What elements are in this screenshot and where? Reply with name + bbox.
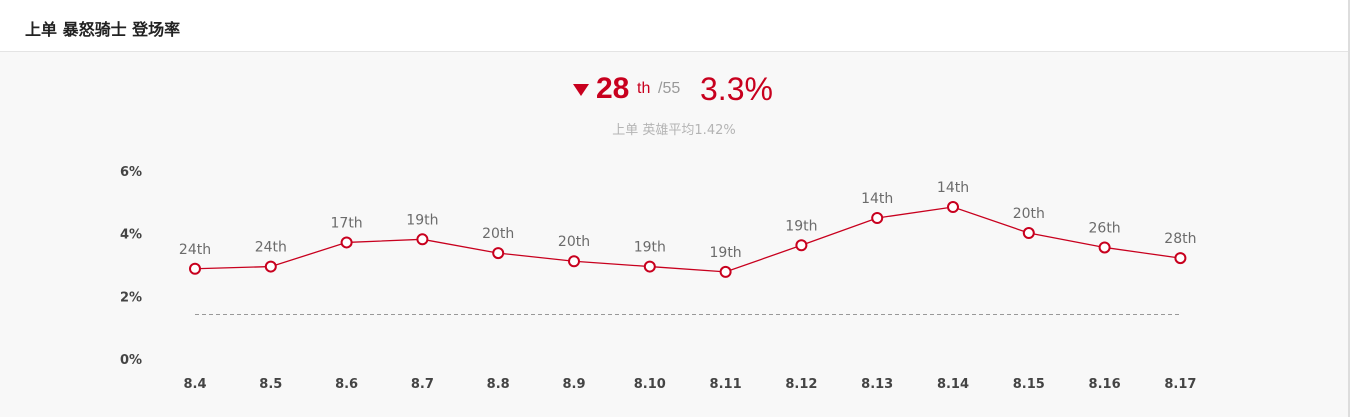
x-tick-label: 8.5: [259, 377, 282, 392]
x-tick-label: 8.13: [861, 377, 893, 392]
data-point: [871, 212, 884, 224]
data-label: 19th: [406, 212, 438, 228]
x-tick-label: 8.14: [937, 377, 969, 392]
x-tick-label: 8.15: [1013, 377, 1045, 392]
data-label: 28th: [1164, 231, 1196, 247]
data-point: [340, 236, 353, 249]
y-tick-label: 0%: [120, 353, 142, 368]
data-label: 26th: [1089, 220, 1121, 236]
data-label: 24th: [255, 240, 287, 256]
chart-panel: [0, 52, 1348, 417]
data-label: 17th: [331, 215, 363, 231]
data-point: [568, 255, 580, 268]
rank-total: /55: [658, 80, 681, 97]
y-tick-label: 6%: [120, 165, 142, 180]
series-line: [194, 206, 1181, 273]
x-tick-label: 8.12: [785, 377, 817, 392]
data-label: 14th: [937, 180, 969, 196]
header-bar: 上单 暴怒骑士 登场率: [0, 0, 1348, 52]
data-point: [416, 233, 429, 246]
data-label: 20th: [482, 226, 514, 242]
rank-value: 28: [596, 72, 630, 105]
x-tick-label: 8.7: [411, 377, 434, 392]
pick-rate-value: 3.3%: [700, 71, 773, 107]
data-point: [795, 239, 808, 252]
trend-down-icon: [573, 84, 589, 96]
page-title: 上单 暴怒骑士 登场率: [25, 20, 181, 39]
data-point: [1098, 241, 1111, 254]
data-label: 20th: [1013, 206, 1045, 222]
x-tick-label: 8.4: [183, 377, 206, 392]
data-point: [189, 262, 201, 275]
x-tick-label: 8.9: [562, 377, 585, 392]
data-label: 19th: [785, 218, 817, 234]
average-label: 上单 英雄平均1.42%: [612, 123, 736, 138]
rank-suffix: th: [637, 80, 651, 97]
x-tick-label: 8.6: [335, 377, 358, 392]
panel-border: [1348, 0, 1350, 417]
y-tick-label: 4%: [120, 228, 142, 243]
x-tick-label: 8.10: [634, 377, 666, 392]
data-point: [719, 265, 732, 278]
data-label: 19th: [634, 240, 666, 256]
data-label: 19th: [710, 245, 742, 261]
data-point: [264, 260, 277, 273]
data-point: [643, 260, 656, 273]
data-label: 14th: [861, 191, 893, 207]
x-tick-label: 8.8: [487, 377, 510, 392]
y-tick-label: 2%: [120, 290, 142, 305]
data-point: [947, 201, 959, 214]
data-point: [1022, 227, 1035, 240]
data-label: 20th: [558, 234, 590, 250]
x-tick-label: 8.11: [710, 377, 742, 392]
data-label: 24th: [179, 242, 211, 258]
x-tick-label: 8.17: [1164, 377, 1196, 392]
x-tick-label: 8.16: [1089, 377, 1121, 392]
data-point: [1174, 252, 1187, 265]
data-point: [492, 247, 505, 260]
